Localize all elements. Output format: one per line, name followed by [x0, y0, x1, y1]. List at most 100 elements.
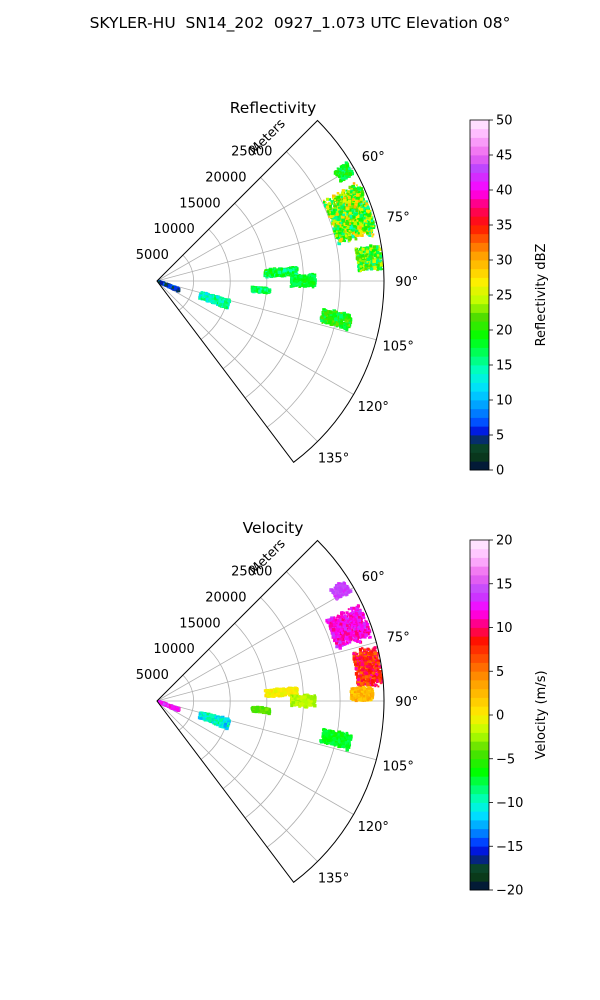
echo-pixel — [352, 215, 356, 219]
echo-pixel — [283, 268, 287, 272]
echo-pixel — [338, 193, 343, 198]
echo-pixel — [357, 636, 360, 639]
echo-pixel — [328, 316, 332, 320]
echo-pixel — [342, 197, 346, 201]
echo-pixel — [368, 210, 371, 213]
echo-pixel — [362, 197, 365, 200]
echo-pixel — [332, 199, 336, 202]
echo-pixel — [354, 627, 357, 630]
echo-pixel — [344, 203, 347, 206]
echo-pixel — [368, 230, 371, 233]
echo-pixel — [252, 286, 256, 291]
echo-pixel — [339, 625, 342, 628]
echo-pixel — [339, 198, 342, 201]
echo-pixel — [343, 231, 347, 235]
echo-pixel — [214, 297, 217, 300]
echo-pixel — [344, 636, 348, 640]
echo-pixel — [324, 319, 326, 321]
echo-pixel — [281, 270, 286, 274]
echo-pixel — [371, 249, 375, 253]
echo-pixel — [352, 225, 356, 230]
echo-pixel — [355, 199, 359, 204]
echo-pixel — [351, 234, 355, 239]
echo-pixel — [350, 229, 354, 232]
echo-pixel — [344, 325, 347, 327]
echo-pixel — [355, 224, 359, 228]
echo-pixel — [355, 209, 358, 213]
echo-pixel — [357, 268, 362, 273]
echo-pixel — [285, 269, 288, 272]
echo-pixel — [346, 589, 349, 592]
echo-pixel — [216, 302, 220, 305]
echo-pixel — [333, 593, 338, 598]
echo-pixel — [342, 583, 345, 586]
azimuth-gridline — [156, 280, 377, 341]
echo-pixel — [341, 178, 344, 181]
echo-pixel — [379, 252, 382, 255]
echo-pixel — [345, 213, 348, 216]
echo-pixel — [362, 266, 366, 270]
echo-pixel — [338, 646, 342, 650]
echo-pixel — [227, 305, 229, 307]
echo-pixel — [303, 281, 307, 285]
echo-pixel — [308, 277, 311, 280]
echo-pixel — [341, 232, 345, 236]
echo-pixel — [300, 279, 303, 282]
echo-pixel — [338, 314, 341, 316]
echo-pixel — [340, 644, 344, 647]
echo-pixel — [372, 233, 375, 236]
echo-pixel — [346, 201, 349, 204]
echo-pixel — [251, 286, 254, 289]
echo-pixel — [337, 202, 341, 205]
echo-pixel — [322, 318, 326, 322]
echo-pixel — [358, 267, 361, 270]
echo-pixel — [329, 207, 332, 210]
echo-pixel — [300, 281, 303, 284]
echo-pixel — [328, 321, 332, 325]
echo-pixel — [344, 237, 347, 240]
echo-pixel — [343, 209, 347, 212]
echo-pixel — [345, 207, 349, 211]
echo-pixel — [346, 323, 349, 326]
echo-pixel — [361, 190, 364, 194]
echo-pixel — [298, 278, 302, 282]
echo-pixel — [333, 215, 338, 220]
echo-pixel — [266, 274, 269, 277]
echo-pixel — [362, 200, 366, 204]
echo-pixel — [332, 219, 336, 223]
echo-pixel — [359, 222, 363, 226]
echo-pixel — [336, 217, 340, 222]
range-ring — [178, 674, 195, 731]
echo-pixel — [293, 277, 297, 281]
echo-pixel — [336, 595, 340, 598]
echo-pixel — [342, 198, 347, 203]
echo-pixel — [352, 606, 356, 610]
echo-pixel — [343, 230, 346, 233]
echo-pixel — [340, 208, 343, 212]
echo-pixel — [346, 190, 350, 193]
echo-pixel — [343, 239, 347, 243]
echo-pixel — [332, 208, 336, 211]
echo-pixel — [327, 203, 330, 206]
echo-pixel — [171, 286, 174, 289]
echo-pixel — [376, 250, 380, 255]
echo-pixel — [355, 227, 358, 230]
echo-pixel — [348, 589, 353, 593]
echo-pixel — [333, 225, 338, 229]
echo-pixel — [353, 611, 356, 614]
echo-pixel — [365, 248, 368, 251]
echo-pixel — [222, 300, 225, 304]
echo-pixel — [343, 326, 346, 329]
echo-pixel — [296, 277, 299, 280]
echo-pixel — [302, 278, 305, 281]
echo-pixel — [365, 200, 368, 204]
echo-cell — [250, 285, 272, 295]
echo-pixel — [333, 592, 337, 596]
echo-pixel — [358, 250, 361, 253]
echo-pixel — [351, 231, 355, 235]
echo-pixel — [323, 312, 328, 316]
echo-pixel — [334, 618, 338, 622]
echo-pixel — [340, 612, 344, 616]
echo-pixel — [341, 175, 345, 179]
echo-pixel — [225, 298, 228, 301]
